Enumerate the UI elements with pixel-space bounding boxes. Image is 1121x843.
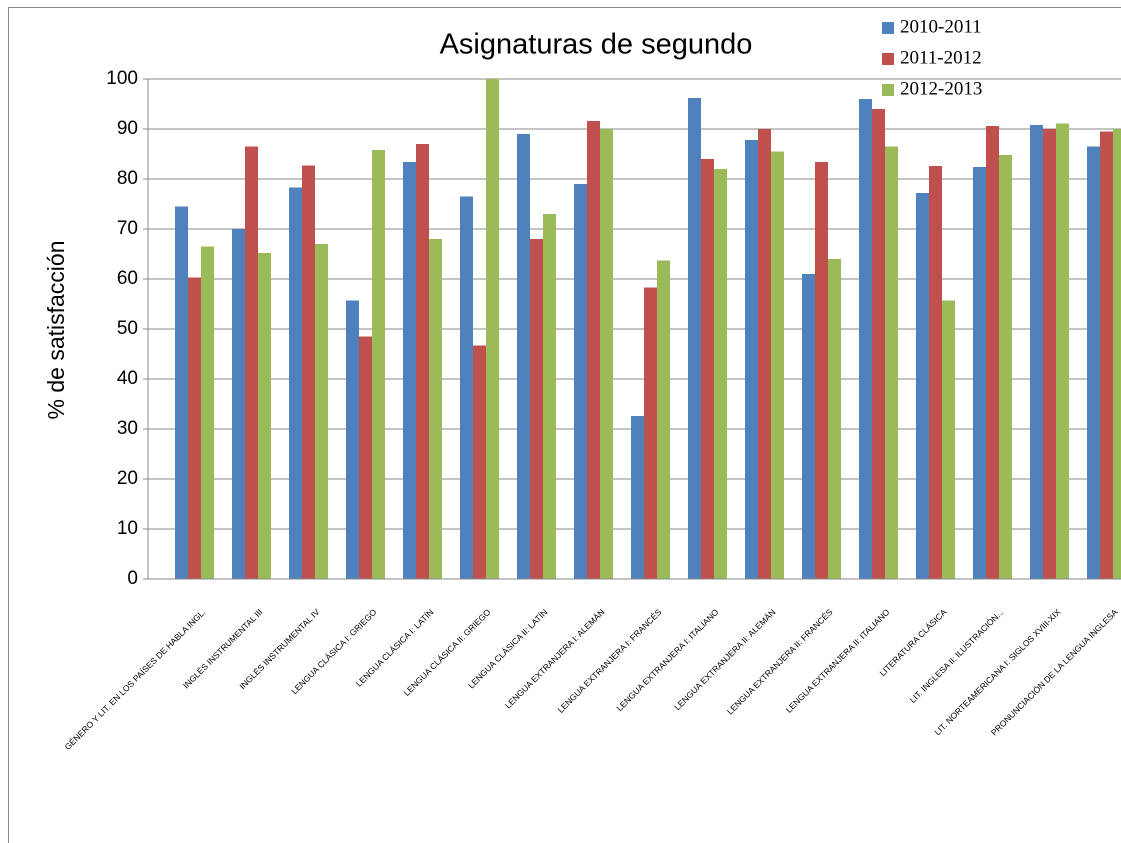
bar <box>1030 125 1043 579</box>
bar <box>885 146 898 579</box>
bar <box>302 165 315 579</box>
bar <box>1100 131 1113 579</box>
bar <box>657 260 670 579</box>
bar <box>828 259 841 579</box>
y-tick-label: 30 <box>117 418 138 439</box>
bar <box>460 196 473 579</box>
y-tick-label: 40 <box>117 368 138 389</box>
bar <box>175 206 188 579</box>
bar <box>701 159 714 579</box>
bar <box>346 300 359 579</box>
bar <box>289 187 302 579</box>
y-tick-label: 70 <box>117 218 138 239</box>
y-tick-label: 10 <box>117 518 138 539</box>
bar <box>574 184 587 579</box>
bar <box>372 150 385 579</box>
bar <box>644 287 657 579</box>
bar <box>872 109 885 579</box>
bar <box>999 155 1012 579</box>
bar <box>315 244 328 579</box>
bar <box>543 214 556 579</box>
bar <box>714 169 727 579</box>
y-tick-label: 0 <box>127 568 138 589</box>
x-tick-label: LIT. NORTEAMERICANA I: SIGLOS XVIII-XIX <box>932 607 1062 737</box>
bar <box>188 277 201 579</box>
bars <box>175 79 1121 579</box>
bar <box>1113 129 1121 579</box>
bar <box>942 300 955 579</box>
bar <box>986 126 999 579</box>
legend-label: 2011-2012 <box>900 47 982 68</box>
bar <box>587 121 600 579</box>
y-tick-label: 50 <box>117 318 138 339</box>
bar <box>1043 129 1056 579</box>
y-axis-title: % de satisfacción <box>43 241 69 420</box>
bar <box>232 229 245 579</box>
bar <box>1056 123 1069 579</box>
y-tick-label: 80 <box>117 168 138 189</box>
x-tick-label: LENGUA EXTRANJERA II: ALEMÁN <box>672 607 777 712</box>
x-tick-label: LENGUA EXTRANJERA II: ITALIANO <box>784 607 892 715</box>
legend-swatch <box>882 22 894 34</box>
bar <box>258 253 271 579</box>
bar <box>1087 146 1100 579</box>
bar <box>802 274 815 579</box>
bar <box>688 98 701 579</box>
x-tick-label: LENGUA EXTRANJERA I: ALEMÁN <box>503 607 607 711</box>
x-tick-label: LENGUA EXTRANJERA I: ITALIANO <box>614 607 720 713</box>
bar <box>486 79 499 579</box>
bar <box>245 146 258 579</box>
bar <box>600 129 613 579</box>
x-tick-label: LENGUA EXTRANJERA II: FRANCÉS <box>725 607 835 717</box>
bar <box>429 239 442 579</box>
chart-title: Asignaturas de segundo <box>440 29 753 61</box>
legend-label: 2010-2011 <box>900 16 982 37</box>
bar <box>815 162 828 579</box>
bar <box>416 144 429 579</box>
legend-label: 2012-2013 <box>900 78 982 99</box>
bar <box>758 129 771 579</box>
bar <box>929 166 942 579</box>
bar <box>201 246 214 579</box>
bar <box>517 134 530 579</box>
bar <box>530 239 543 579</box>
x-tick-label: PRONUNCIACIÓN DE LA LENGUA INGLESA <box>989 607 1120 738</box>
legend-swatch <box>882 84 894 96</box>
x-tick-label: LIT. INGLESA II: ILUSTRACIÓN... <box>908 607 1006 705</box>
y-tick-label: 60 <box>117 268 138 289</box>
bar <box>473 345 486 579</box>
bar <box>745 140 758 579</box>
bar <box>859 99 872 579</box>
y-tick-label: 20 <box>117 468 138 489</box>
bar <box>631 416 644 579</box>
x-tick-label: LENGUA EXTRANJERA I: FRANCÉS <box>556 607 664 715</box>
bar <box>771 151 784 579</box>
bar <box>916 193 929 579</box>
legend-swatch <box>882 53 894 65</box>
y-tick-label: 100 <box>106 68 138 89</box>
legend: 2010-2011 2011-2012 2012-2013 <box>882 16 982 99</box>
bar <box>403 162 416 579</box>
y-tick-label: 90 <box>117 118 138 139</box>
bar <box>359 336 372 579</box>
bar <box>973 167 986 579</box>
